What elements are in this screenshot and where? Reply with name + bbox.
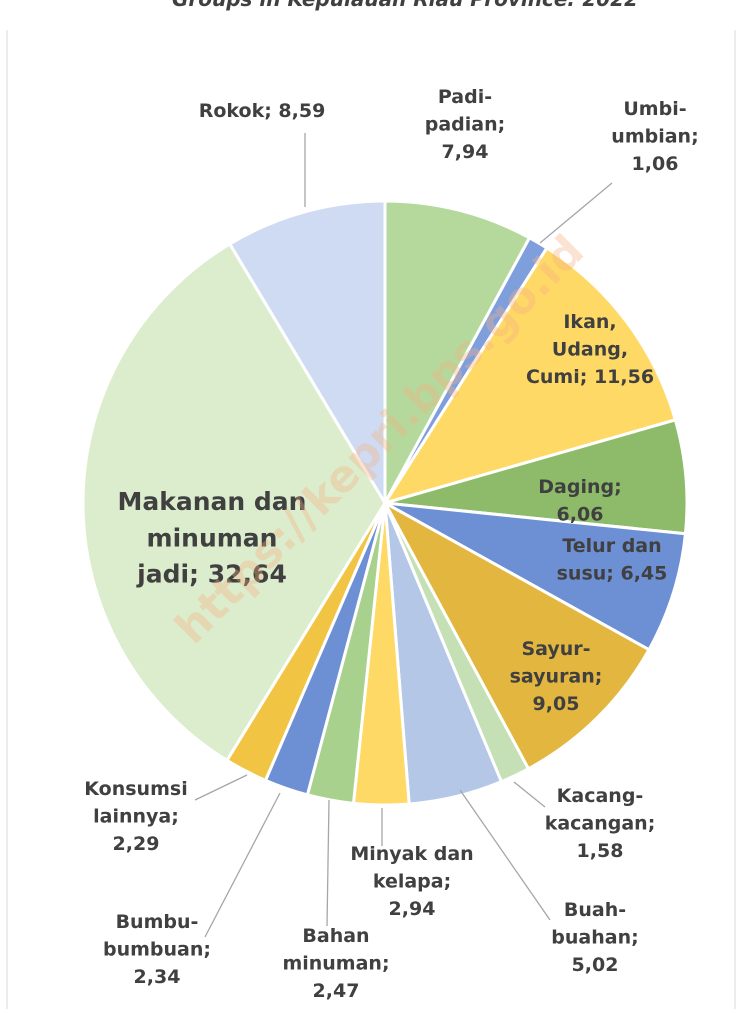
label-line: Kacang-	[557, 785, 644, 807]
data-label: Ikan, Udang, Cumi; 11,56	[526, 311, 654, 388]
label-line: susu; 6,45	[557, 563, 668, 585]
pie-slice	[227, 199, 387, 509]
data-label: Umbi-umbian; 1,06	[611, 98, 698, 175]
label-line: 7,94	[442, 141, 489, 163]
label-line: 1,58	[577, 840, 624, 862]
pie-slice	[381, 499, 652, 771]
leader-line	[204, 792, 281, 938]
label-line: buahan;	[551, 927, 638, 949]
data-label: Telur dan susu; 6,45	[557, 535, 668, 585]
label-line: Konsumsi	[84, 778, 187, 800]
data-label: Kacang-kacangan; 1,58	[545, 785, 656, 862]
data-label: Rokok; 8,59	[199, 100, 326, 122]
label-line: Udang,	[552, 339, 628, 361]
label-line: Bumbu-	[116, 911, 199, 933]
label-line: Daging;	[538, 476, 621, 498]
label-line: jadi; 32,64	[136, 560, 287, 589]
pie-slice	[81, 241, 387, 763]
label-line: Sayur-	[521, 638, 590, 660]
label-line: minuman;	[282, 953, 389, 975]
label-line: 5,02	[572, 954, 619, 976]
leader-line	[459, 789, 551, 921]
label-line: bumbuan;	[103, 939, 211, 961]
data-label: Minyak dan kelapa; 2,94	[350, 843, 473, 920]
label-line: Telur dan	[562, 535, 661, 557]
label-line: Ikan,	[563, 311, 616, 333]
label-line: 6,06	[557, 504, 604, 526]
label-line: Bahan	[302, 925, 369, 947]
label-line: 2,29	[113, 833, 160, 855]
data-label: Daging; 6,06	[538, 476, 621, 526]
label-line: Cumi; 11,56	[526, 366, 654, 388]
label-line: Rokok; 8,59	[199, 100, 326, 122]
data-label: Bahan minuman; 2,47	[282, 925, 389, 1002]
label-line: Padi-	[438, 86, 492, 108]
label-line: 2,47	[313, 980, 360, 1002]
data-label: Buah-buahan; 5,02	[551, 899, 638, 976]
label-line: Buah-	[564, 899, 626, 921]
data-label: Makanan dan minuman jadi; 32,64	[118, 487, 307, 589]
data-label: Bumbu-bumbuan; 2,34	[103, 911, 211, 988]
chart-title: Groups in Kepulauan Riau Province: 2022	[172, 0, 638, 11]
pie-slice	[384, 501, 688, 652]
data-label: Sayur-sayuran; 9,05	[510, 638, 603, 715]
label-line: lainnya;	[93, 806, 179, 828]
label-line: Umbi-	[623, 98, 686, 120]
leader-line	[539, 182, 613, 244]
label-line: 2,34	[134, 966, 181, 988]
label-line: kelapa;	[373, 871, 451, 893]
label-line: Minyak dan	[350, 843, 473, 865]
leader-line	[194, 774, 248, 801]
label-line: 9,05	[533, 693, 580, 715]
label-line: 1,06	[632, 153, 679, 175]
label-line: kacangan;	[545, 813, 656, 835]
label-line: padian;	[425, 114, 505, 136]
data-label: Konsumsi lainnya; 2,29	[84, 778, 187, 855]
label-line: Makanan dan	[118, 487, 307, 516]
label-line: umbian;	[611, 126, 698, 148]
data-label: Padi-padian; 7,94	[425, 86, 505, 163]
label-line: 2,94	[389, 898, 436, 920]
label-line: sayuran;	[510, 666, 603, 688]
leader-line	[513, 781, 546, 808]
label-line: minuman	[147, 523, 278, 552]
leader-line	[326, 799, 330, 927]
pie-slice	[383, 199, 532, 504]
